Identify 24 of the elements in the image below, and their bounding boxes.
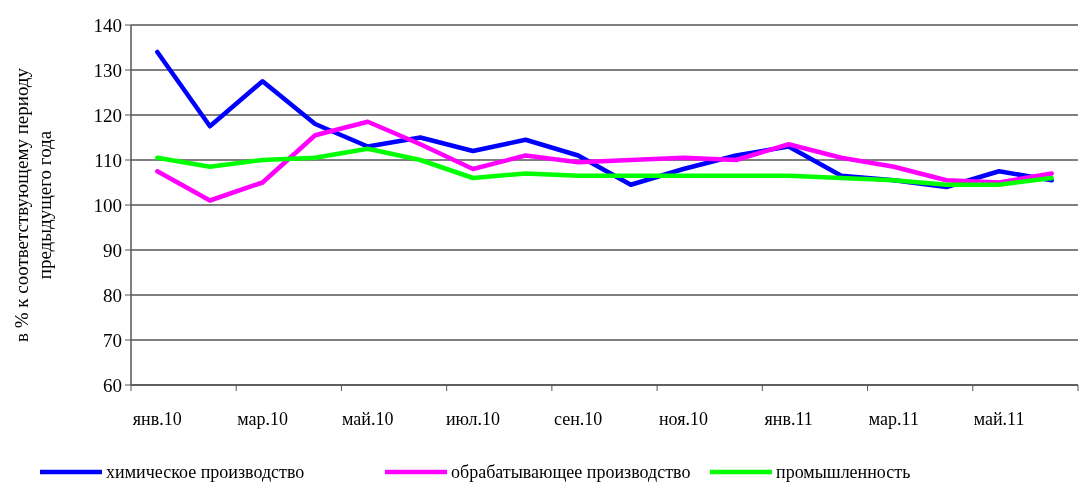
x-tick-label: мар.10 <box>237 409 288 429</box>
x-tick-label: май.10 <box>342 409 394 429</box>
legend-label: промышленность <box>776 462 911 483</box>
y-tick-label: 80 <box>103 284 122 306</box>
y-tick-label: 110 <box>94 149 122 171</box>
y-tick-label: 140 <box>93 14 122 36</box>
y-tick-label: 130 <box>93 59 122 81</box>
x-tick-label: мар.11 <box>868 409 919 429</box>
x-tick-label: май.11 <box>973 409 1025 429</box>
x-tick-label: янв.10 <box>132 409 182 429</box>
line-series <box>155 119 1054 203</box>
line-series <box>155 146 1054 187</box>
y-tick-label: 100 <box>93 194 122 216</box>
x-tick-label: июл.10 <box>445 409 501 429</box>
y-axis-title: в % к соответствующему периоду предыдущего года <box>11 67 55 343</box>
x-tick-label: янв.11 <box>764 409 813 429</box>
legend-label: обрабатывающее производство <box>451 462 691 483</box>
legend-label: химическое производство <box>106 462 305 483</box>
y-tick-label: 120 <box>93 104 122 126</box>
y-tick-label: 70 <box>103 329 122 351</box>
x-tick-label: ноя.10 <box>658 409 708 429</box>
x-tick-label: сен.10 <box>554 409 603 429</box>
y-tick-label: 90 <box>103 239 122 261</box>
y-tick-label: 60 <box>103 374 122 396</box>
